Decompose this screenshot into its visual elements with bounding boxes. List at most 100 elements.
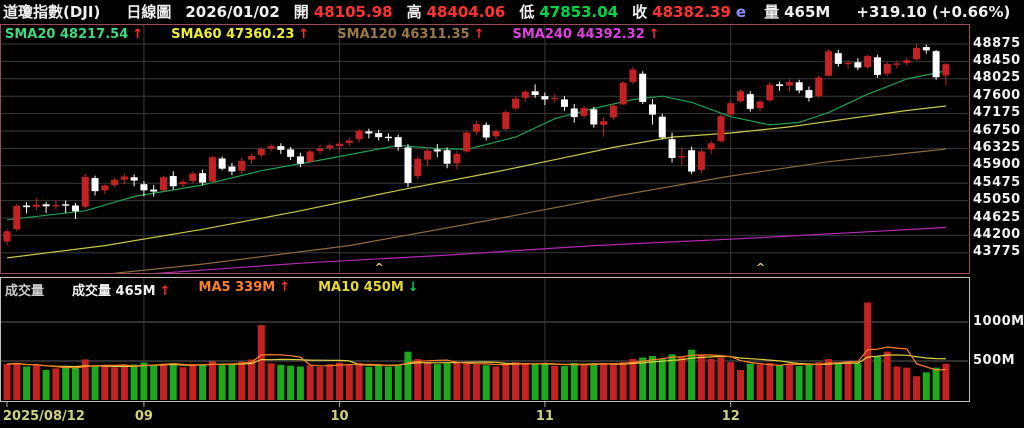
candle: [854, 62, 862, 68]
volume-bar: [287, 365, 295, 400]
volume-bar: [717, 357, 725, 400]
volume-bar: [91, 366, 99, 400]
volume-legend-row: 成交量 成交量 465M ↑ MA5 339M ↑ MA10 450M ↓: [5, 280, 447, 299]
volume-bar: [130, 364, 138, 400]
sma120-legend: SMA120 46311.35 ↑: [337, 27, 485, 42]
volume-label: 量: [764, 3, 780, 21]
candle: [336, 143, 344, 147]
volume-panel-title: 成交量: [5, 284, 45, 299]
e-flag: e: [735, 2, 747, 21]
volume-bar: [62, 367, 70, 400]
volume-bar: [531, 364, 539, 400]
volume-ma5-line: [6, 346, 946, 371]
candle: [140, 184, 148, 191]
volume-bar: [365, 366, 373, 400]
volume-bar: [472, 364, 480, 400]
candle: [472, 124, 480, 132]
volume-value: 465M: [784, 2, 831, 21]
price-axis-label: 45050: [973, 192, 1021, 208]
volume-bar: [120, 366, 128, 400]
candle: [169, 176, 177, 187]
candle: [248, 155, 255, 160]
volume-bar: [433, 364, 441, 400]
candle: [130, 177, 138, 181]
candle: [531, 91, 539, 95]
up-arrow-icon: ↑: [279, 280, 291, 295]
down-arrow-icon: ↓: [407, 280, 419, 295]
open-label: 開: [293, 3, 309, 21]
candle: [32, 204, 40, 207]
volume-bar: [345, 364, 353, 400]
volume-bar: [737, 369, 744, 400]
candle: [785, 81, 793, 86]
price-axis-label: 45475: [973, 174, 1021, 190]
price-axis-label: 48875: [973, 35, 1021, 51]
candle: [120, 176, 128, 180]
candle: [228, 166, 236, 172]
volume-bar: [756, 364, 764, 400]
candle: [707, 143, 715, 150]
volume-bar: [776, 365, 784, 400]
candle: [42, 204, 50, 207]
volume-bar: [159, 363, 167, 400]
high-label: 高: [406, 3, 422, 21]
up-arrow-icon: ↑: [132, 27, 144, 42]
up-arrow-icon: ↑: [159, 284, 171, 299]
price-axis-label: 44200: [973, 226, 1021, 242]
volume-bar: [922, 372, 930, 400]
candle: [414, 158, 422, 177]
volume-bar: [658, 359, 666, 400]
volume-bar: [248, 359, 255, 400]
candle: [287, 149, 295, 157]
candle: [844, 62, 852, 65]
close-value: 48382.39: [652, 2, 731, 21]
candle: [394, 137, 402, 147]
volume-bar: [101, 365, 109, 400]
volume-bar: [150, 364, 158, 400]
change-value: +319.10 (+0.66%): [856, 2, 1011, 21]
volume-bar: [443, 363, 451, 400]
volume-bar: [932, 367, 940, 400]
volume-bar: [140, 362, 148, 400]
candle: [619, 82, 627, 105]
candle: [101, 185, 109, 191]
price-axis-label: 48450: [973, 52, 1021, 68]
candle: [629, 69, 637, 82]
volume-bar: [590, 363, 598, 400]
candle: [590, 109, 598, 125]
candle: [746, 94, 754, 109]
volume-bar: [825, 359, 833, 400]
volume-bar: [42, 369, 50, 400]
volume-bar: [609, 364, 617, 400]
volume-bar: [316, 366, 324, 400]
volume-bar: [873, 356, 881, 400]
chart-period[interactable]: 日線圖: [126, 3, 172, 21]
symbol-name[interactable]: 道瓊指數(DJI): [3, 3, 101, 21]
price-axis-label: 48025: [973, 70, 1021, 86]
candle: [296, 156, 304, 164]
candle: [345, 140, 353, 143]
candle: [776, 84, 784, 86]
volume-bar: [257, 325, 265, 400]
candle: [678, 155, 686, 158]
candle: [111, 179, 119, 186]
quote-date: 2026/01/02: [185, 2, 280, 21]
candle: [365, 131, 373, 134]
candle: [717, 116, 725, 142]
volume-bar: [688, 349, 696, 400]
volume-bar: [629, 359, 637, 400]
volume-bar: [844, 361, 852, 400]
candle: [13, 205, 21, 230]
candle: [512, 98, 520, 109]
volume-bar: [942, 363, 950, 400]
candle: [179, 181, 187, 185]
candle: [834, 53, 842, 64]
volume-bar: [502, 362, 510, 400]
candle: [375, 133, 383, 138]
volume-bar: [815, 362, 823, 400]
signal-marker-icon: ^: [756, 261, 765, 274]
candle: [199, 173, 207, 183]
signal-marker-icon: ^: [375, 261, 384, 274]
